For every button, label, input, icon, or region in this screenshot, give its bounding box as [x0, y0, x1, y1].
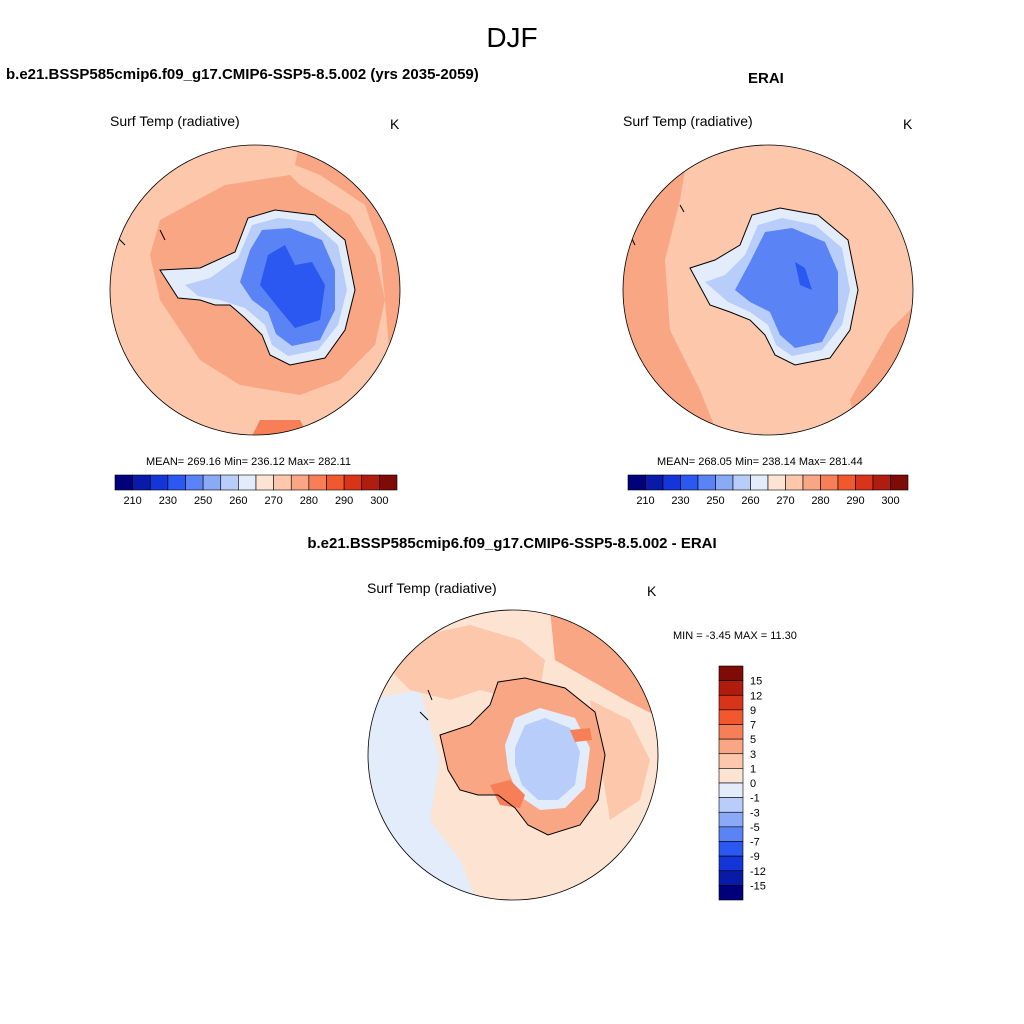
colorbar-tick-label: 210: [636, 495, 654, 507]
colorbar-swatch: [718, 709, 744, 725]
colorbar-swatch: [645, 474, 664, 491]
colorbar-swatch: [273, 474, 292, 491]
colorbar-swatch: [785, 474, 804, 491]
colorbar-swatch: [718, 855, 744, 872]
colorbar-swatch: [718, 841, 744, 857]
colorbar-tick-label: 290: [846, 495, 864, 507]
colorbar-swatch: [308, 474, 327, 491]
colorbar-tick-label: 230: [159, 495, 177, 507]
colorbar-swatch: [718, 826, 744, 842]
panel-1-map: [109, 144, 401, 436]
colorbar-tick-label: 1: [750, 763, 756, 775]
colorbar-swatch: [837, 474, 856, 491]
colorbar-swatch: [718, 694, 744, 711]
colorbar-swatch: [890, 474, 909, 491]
colorbar-tick-label: 280: [300, 495, 318, 507]
panel-3-map: [367, 609, 659, 901]
colorbar-difference: 15 12 9 7 5 3 1 0 -1 -3 -5 -7 -9 -12 -15: [718, 665, 766, 901]
colorbar-tick-label: 250: [194, 495, 212, 507]
colorbar-tick-label: -7: [750, 837, 760, 849]
colorbar-tick-label: 300: [881, 495, 899, 507]
colorbar-tick-label: 5: [750, 734, 756, 746]
colorbar-swatch: [820, 474, 839, 491]
colorbar-swatch: [343, 474, 363, 491]
colorbar-swatch: [715, 474, 734, 491]
colorbar-swatch: [802, 474, 821, 491]
colorbar-tick-label: -5: [750, 822, 760, 834]
panel-1-variable: Surf Temp (radiative): [110, 113, 240, 129]
panel-3-stats: MIN = -3.45 MAX = 11.30: [673, 630, 797, 642]
colorbar-tick-label: -9: [750, 851, 760, 863]
colorbar-tick-label: 260: [741, 495, 759, 507]
colorbar-swatch: [290, 474, 310, 491]
colorbar-swatch: [202, 474, 222, 491]
colorbar-tick-label: 12: [750, 690, 762, 702]
colorbar-tick-label: 270: [776, 495, 794, 507]
colorbar-swatch: [132, 474, 151, 491]
colorbar-panel-2: 210 230 250 260 270 280 290 300: [627, 474, 909, 507]
panel-2-variable: Surf Temp (radiative): [623, 113, 753, 129]
colorbar-swatch: [718, 885, 744, 901]
colorbar-swatch: [361, 474, 380, 491]
colorbar-swatch: [718, 870, 744, 886]
colorbar-tick-label: 9: [750, 705, 756, 717]
colorbar-swatch: [220, 474, 239, 491]
colorbar-tick-label: -1: [750, 793, 760, 805]
colorbar-tick-label: 15: [750, 676, 762, 688]
colorbar-swatch: [718, 797, 744, 813]
colorbar-swatch: [149, 474, 169, 491]
colorbar-tick-label: 3: [750, 749, 756, 761]
colorbar-swatch: [379, 474, 398, 491]
colorbar-swatch: [855, 474, 874, 491]
colorbar-tick-label: -12: [750, 866, 766, 878]
colorbar-swatch: [114, 474, 133, 491]
panel-2-title: ERAI: [748, 70, 784, 87]
colorbar-swatch: [662, 474, 681, 491]
colorbar-tick-label: 210: [123, 495, 141, 507]
colorbar-swatch: [680, 474, 699, 491]
colorbar-swatch: [718, 768, 744, 784]
colorbar-swatch: [718, 724, 744, 740]
colorbar-tick-label: 7: [750, 720, 756, 732]
figure-title: DJF: [486, 22, 538, 53]
colorbar-swatch: [718, 665, 744, 681]
colorbar-swatch: [872, 474, 891, 491]
colorbar-swatch: [718, 811, 744, 828]
colorbar-swatch: [718, 738, 744, 755]
colorbar-tick-label: 260: [229, 495, 247, 507]
colorbar-tick-label: 0: [750, 778, 756, 790]
colorbar-swatch: [718, 680, 744, 696]
colorbar-tick-label: 300: [370, 495, 388, 507]
colorbar-tick-label: 270: [264, 495, 282, 507]
panel-2-units: K: [903, 116, 913, 132]
colorbar-swatch: [238, 474, 257, 491]
colorbar-swatch: [767, 474, 786, 491]
colorbar-tick-label: 280: [811, 495, 829, 507]
panel-1-title: b.e21.BSSP585cmip6.f09_g17.CMIP6-SSP5-8.…: [6, 66, 479, 83]
colorbar-swatch: [718, 753, 744, 769]
panel-3-variable: Surf Temp (radiative): [367, 580, 497, 596]
colorbar-tick-label: 250: [706, 495, 724, 507]
colorbar-swatch: [326, 474, 345, 491]
panel-2-map: [622, 144, 914, 436]
colorbar-tick-label: -3: [750, 807, 760, 819]
colorbar-tick-label: -15: [750, 880, 766, 892]
colorbar-swatch: [750, 474, 769, 491]
colorbar-swatch: [255, 474, 274, 491]
colorbar-swatch: [732, 474, 751, 491]
panel-3-title: b.e21.BSSP585cmip6.f09_g17.CMIP6-SSP5-8.…: [307, 535, 717, 552]
panel-3-units: K: [647, 583, 657, 599]
colorbar-swatch: [718, 782, 744, 798]
colorbar-tick-label: 230: [671, 495, 689, 507]
colorbar-swatch: [185, 474, 204, 491]
colorbar-tick-label: 290: [335, 495, 353, 507]
panel-1-units: K: [390, 116, 400, 132]
colorbar-swatch: [697, 474, 716, 491]
panel-1-stats: MEAN= 269.16 Min= 236.12 Max= 282.11: [146, 456, 351, 468]
colorbar-panel-1: 210 230 250 260 270 280 290 300: [114, 474, 398, 507]
colorbar-swatch: [627, 474, 646, 491]
colorbar-swatch: [167, 474, 186, 491]
panel-2-stats: MEAN= 268.05 Min= 238.14 Max= 281.44: [657, 456, 863, 468]
